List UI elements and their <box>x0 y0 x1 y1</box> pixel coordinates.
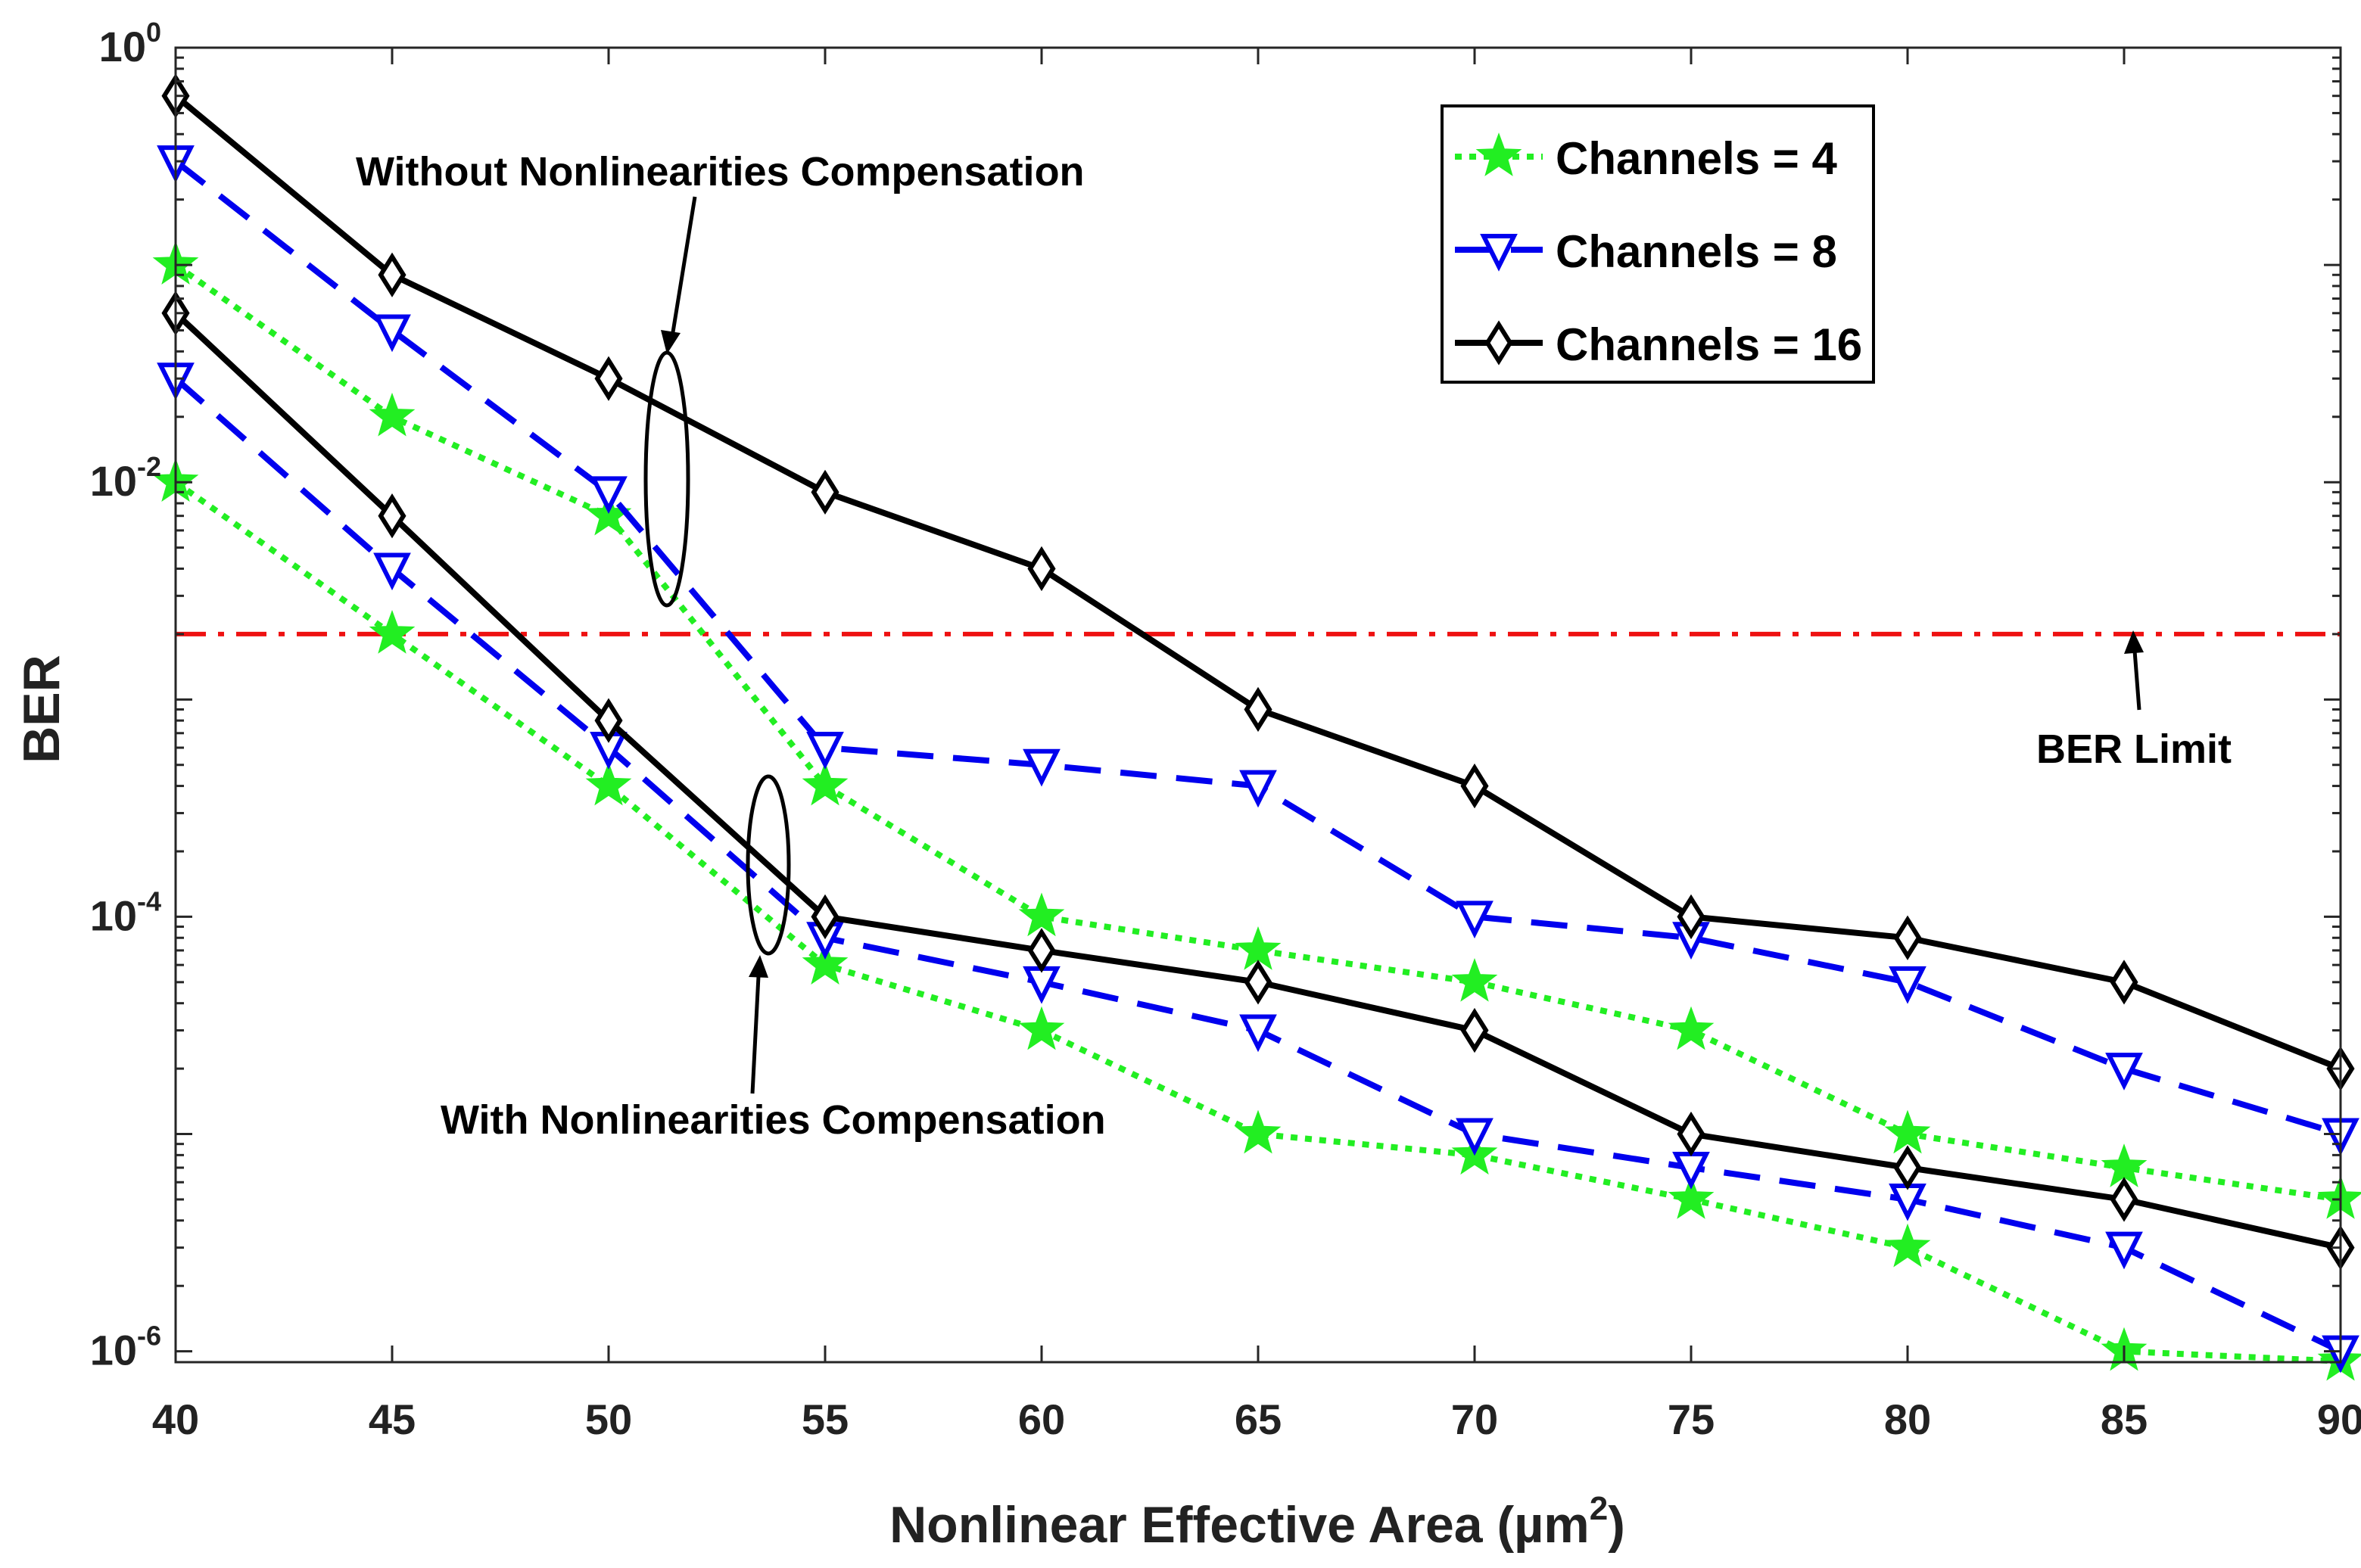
legend-label-channels-8: Channels = 8 <box>1556 226 1837 277</box>
data-point-2-3 <box>811 469 839 515</box>
annotation-ellipse-with <box>746 774 791 956</box>
x-tick-label-65: 65 <box>1235 1395 1282 1443</box>
y-tick-label-1e-4: 10-4 <box>90 885 161 939</box>
x-tick-label-75: 75 <box>1668 1395 1715 1443</box>
data-point-4-9 <box>2105 1231 2143 1270</box>
x-tick-label-70: 70 <box>1451 1395 1498 1443</box>
data-point-5-3 <box>811 894 839 940</box>
data-point-1-1 <box>373 314 411 353</box>
legend-marker-2 <box>1484 320 1513 366</box>
data-point-3-1 <box>369 610 416 654</box>
x-tick-label-40: 40 <box>152 1395 199 1443</box>
ber-limit-label: BER Limit <box>2036 726 2232 772</box>
ber-limit-arrow <box>2132 650 2141 711</box>
y-tick-label-1e-2: 10-2 <box>90 451 161 505</box>
y-axis-title: BER <box>13 655 70 764</box>
x-tick-label-80: 80 <box>1884 1395 1931 1443</box>
ber-limit-arrowhead <box>2124 630 2144 654</box>
data-point-2-5 <box>1244 686 1272 733</box>
data-point-3-7 <box>1668 1175 1715 1219</box>
data-point-0-7 <box>1668 1006 1715 1050</box>
data-point-5-2 <box>594 698 623 743</box>
annotation-with-compensation: With Nonlinearities Compensation <box>441 1097 1106 1143</box>
data-point-3-5 <box>1235 1109 1282 1154</box>
data-point-5-5 <box>1244 960 1272 1005</box>
data-point-5-4 <box>1027 928 1056 973</box>
series-without-16ch <box>161 73 2355 1091</box>
series-line-3 <box>173 479 2341 1364</box>
legend-label-channels-4: Channels = 4 <box>1556 133 1837 184</box>
annotation-without-compensation: Without Nonlinearities Compensation <box>356 149 1085 194</box>
data-point-2-7 <box>1677 894 1705 940</box>
x-tick-label-50: 50 <box>585 1395 632 1443</box>
data-point-4-6 <box>1456 1118 1494 1156</box>
x-tick-label-55: 55 <box>802 1395 849 1443</box>
data-point-1-8 <box>1889 966 1926 1004</box>
data-point-2-8 <box>1893 915 1922 960</box>
data-point-1-9 <box>2105 1053 2143 1090</box>
series-with-8ch <box>157 362 2359 1374</box>
x-tick-label-60: 60 <box>1018 1395 1065 1443</box>
legend-samples <box>1455 132 1543 366</box>
axes: 40 45 50 55 60 65 70 75 80 85 90 100 10-2 10-4 10-6 <box>90 17 2361 1443</box>
data-point-2-4 <box>1027 546 1056 592</box>
data-point-0-4 <box>1018 892 1065 937</box>
data-point-3-8 <box>1884 1223 1931 1268</box>
series-line-0 <box>173 262 2341 1202</box>
annotation-arrow-without <box>670 196 697 338</box>
y-tick-label-1e-6: 10-6 <box>90 1321 161 1374</box>
data-point-1-3 <box>806 732 844 770</box>
legend: Channels = 4 Channels = 8 Channels = 16 <box>1441 104 1875 384</box>
data-point-5-8 <box>1893 1145 1922 1190</box>
x-tick-label-90: 90 <box>2317 1395 2361 1443</box>
legend-marker-0 <box>1475 132 1522 176</box>
data-point-0-1 <box>369 392 416 437</box>
annotation-arrow-with <box>750 975 761 1094</box>
data-point-1-4 <box>1023 748 1061 787</box>
x-tick-label-45: 45 <box>369 1395 416 1443</box>
annotation-arrowhead-with <box>749 955 768 978</box>
data-point-0-3 <box>802 761 849 806</box>
data-point-2-6 <box>1460 763 1489 809</box>
x-axis-title: Nonlinear Effective Area (µm2) <box>889 1490 1625 1554</box>
data-point-3-3 <box>802 941 849 985</box>
data-point-2-9 <box>2110 960 2138 1005</box>
data-point-3-2 <box>585 761 632 806</box>
data-point-5-1 <box>378 493 406 539</box>
legend-marker-1 <box>1480 234 1518 272</box>
data-point-0-9 <box>2101 1143 2148 1187</box>
x-tick-label-85: 85 <box>2101 1395 2148 1443</box>
data-point-4-1 <box>373 552 411 591</box>
data-point-1-6 <box>1456 901 1494 939</box>
data-point-1-2 <box>590 476 628 515</box>
plot-area <box>152 73 2361 1381</box>
series-with-16ch <box>161 291 2355 1271</box>
data-point-5-9 <box>2110 1177 2138 1222</box>
annotations: Without Nonlinearities Compensation With… <box>356 149 2232 1143</box>
data-point-2-1 <box>378 252 406 297</box>
data-point-5-6 <box>1460 1007 1489 1053</box>
data-point-2-2 <box>594 356 623 401</box>
data-point-0-5 <box>1235 926 1282 970</box>
legend-label-channels-16: Channels = 16 <box>1556 319 1862 370</box>
data-point-4-5 <box>1239 1014 1277 1053</box>
data-point-0-8 <box>1884 1109 1931 1154</box>
y-tick-label-1e0: 100 <box>99 17 161 70</box>
data-point-1-5 <box>1239 770 1277 808</box>
annotation-arrowhead-without <box>661 330 681 354</box>
data-point-5-7 <box>1677 1111 1705 1157</box>
data-point-3-4 <box>1018 1006 1065 1050</box>
x-axis-title-superscript: 2 <box>1590 1490 1608 1527</box>
data-point-0-6 <box>1451 958 1498 1002</box>
